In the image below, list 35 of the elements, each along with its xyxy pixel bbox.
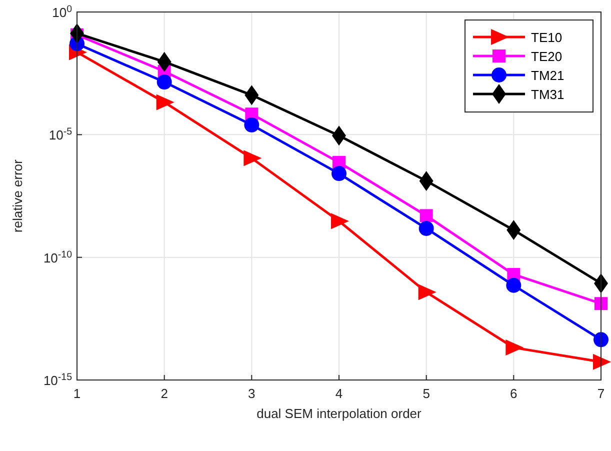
point xyxy=(418,220,434,236)
x-tick-label: 7 xyxy=(597,386,605,401)
point xyxy=(156,74,172,90)
y-axis-title: relative error xyxy=(10,158,25,232)
point xyxy=(157,52,172,72)
y-tick-label: 10$^{-5}$ xyxy=(48,126,73,143)
x-axis-title: dual SEM interpolation order xyxy=(256,406,422,421)
point xyxy=(156,94,174,110)
legend-label: TM21 xyxy=(531,68,564,83)
y-tick-label: 10$^{-10}$ xyxy=(43,248,73,266)
point xyxy=(593,354,611,370)
point xyxy=(420,209,433,222)
point xyxy=(594,332,608,348)
point xyxy=(244,117,260,132)
point xyxy=(506,220,521,240)
x-tick-label: 1 xyxy=(73,386,81,401)
point xyxy=(419,170,434,191)
x-tick-label: 3 xyxy=(248,386,256,401)
legend-label: TM31 xyxy=(531,87,564,102)
point xyxy=(332,166,346,182)
legend-label: TE20 xyxy=(531,49,562,64)
x-tick-label: 5 xyxy=(422,386,430,401)
legend-label: TE10 xyxy=(531,30,562,45)
point xyxy=(244,85,259,106)
y-tick-label: 10$^{0}$ xyxy=(52,4,73,20)
point xyxy=(506,278,522,293)
x-tick-label: 4 xyxy=(335,386,343,401)
point xyxy=(506,340,524,356)
point xyxy=(244,150,262,166)
point xyxy=(331,213,349,230)
x-tick-label: 6 xyxy=(510,386,518,401)
x-tick-label: 2 xyxy=(160,386,168,401)
y-tick-label: 10$^{-15}$ xyxy=(43,372,73,388)
point xyxy=(594,297,608,310)
point xyxy=(418,284,436,300)
